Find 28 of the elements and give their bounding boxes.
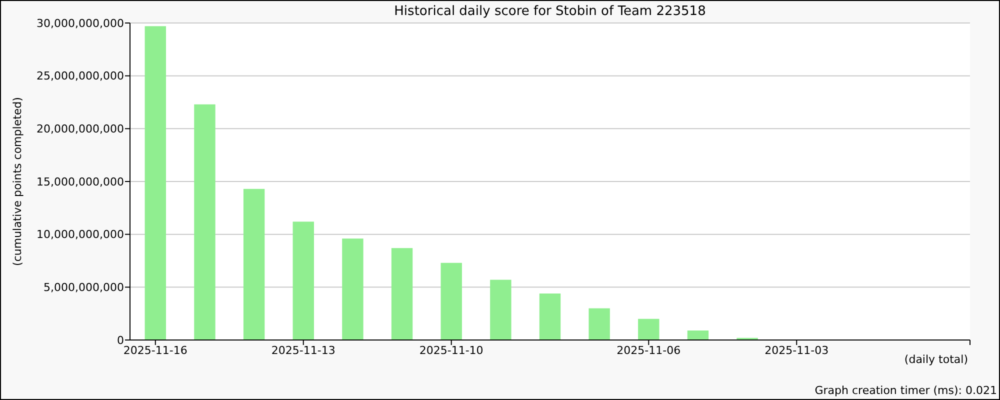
y-tick-label: 20,000,000,000 [36,122,124,136]
bar [440,262,462,340]
bar [687,330,709,340]
y-tick-label: 0 [117,334,124,347]
x-tick-label: 2025-11-10 [419,344,484,357]
x-tick-label: 2025-11-16 [123,344,188,357]
bar [490,280,512,340]
y-axis-title: (cumulative points completed) [11,97,24,266]
x-tick-label: 2025-11-06 [616,344,681,357]
bar [144,26,166,340]
y-tick-label: 5,000,000,000 [44,281,124,294]
y-tick-label: 30,000,000,000 [36,16,124,30]
y-tick-label: 25,000,000,000 [36,70,124,83]
bar [638,318,660,340]
bar [391,248,413,340]
x-tick-label: 2025-11-13 [271,344,336,357]
x-axis-title: (daily total) [904,353,968,366]
bar [243,188,265,340]
chart-title: Historical daily score for Stobin of Team 223518 [394,4,706,19]
y-tick-label: 10,000,000,000 [36,228,124,242]
bar [539,294,561,340]
text: Graph creation timer (ms): 0.021 [814,384,997,397]
y-tick-label: 15,000,000,000 [36,175,124,188]
bar [194,104,216,340]
x-tick-label: 2025-11-03 [764,344,829,357]
bar [292,222,314,340]
bar [588,308,610,340]
bar [342,238,364,340]
